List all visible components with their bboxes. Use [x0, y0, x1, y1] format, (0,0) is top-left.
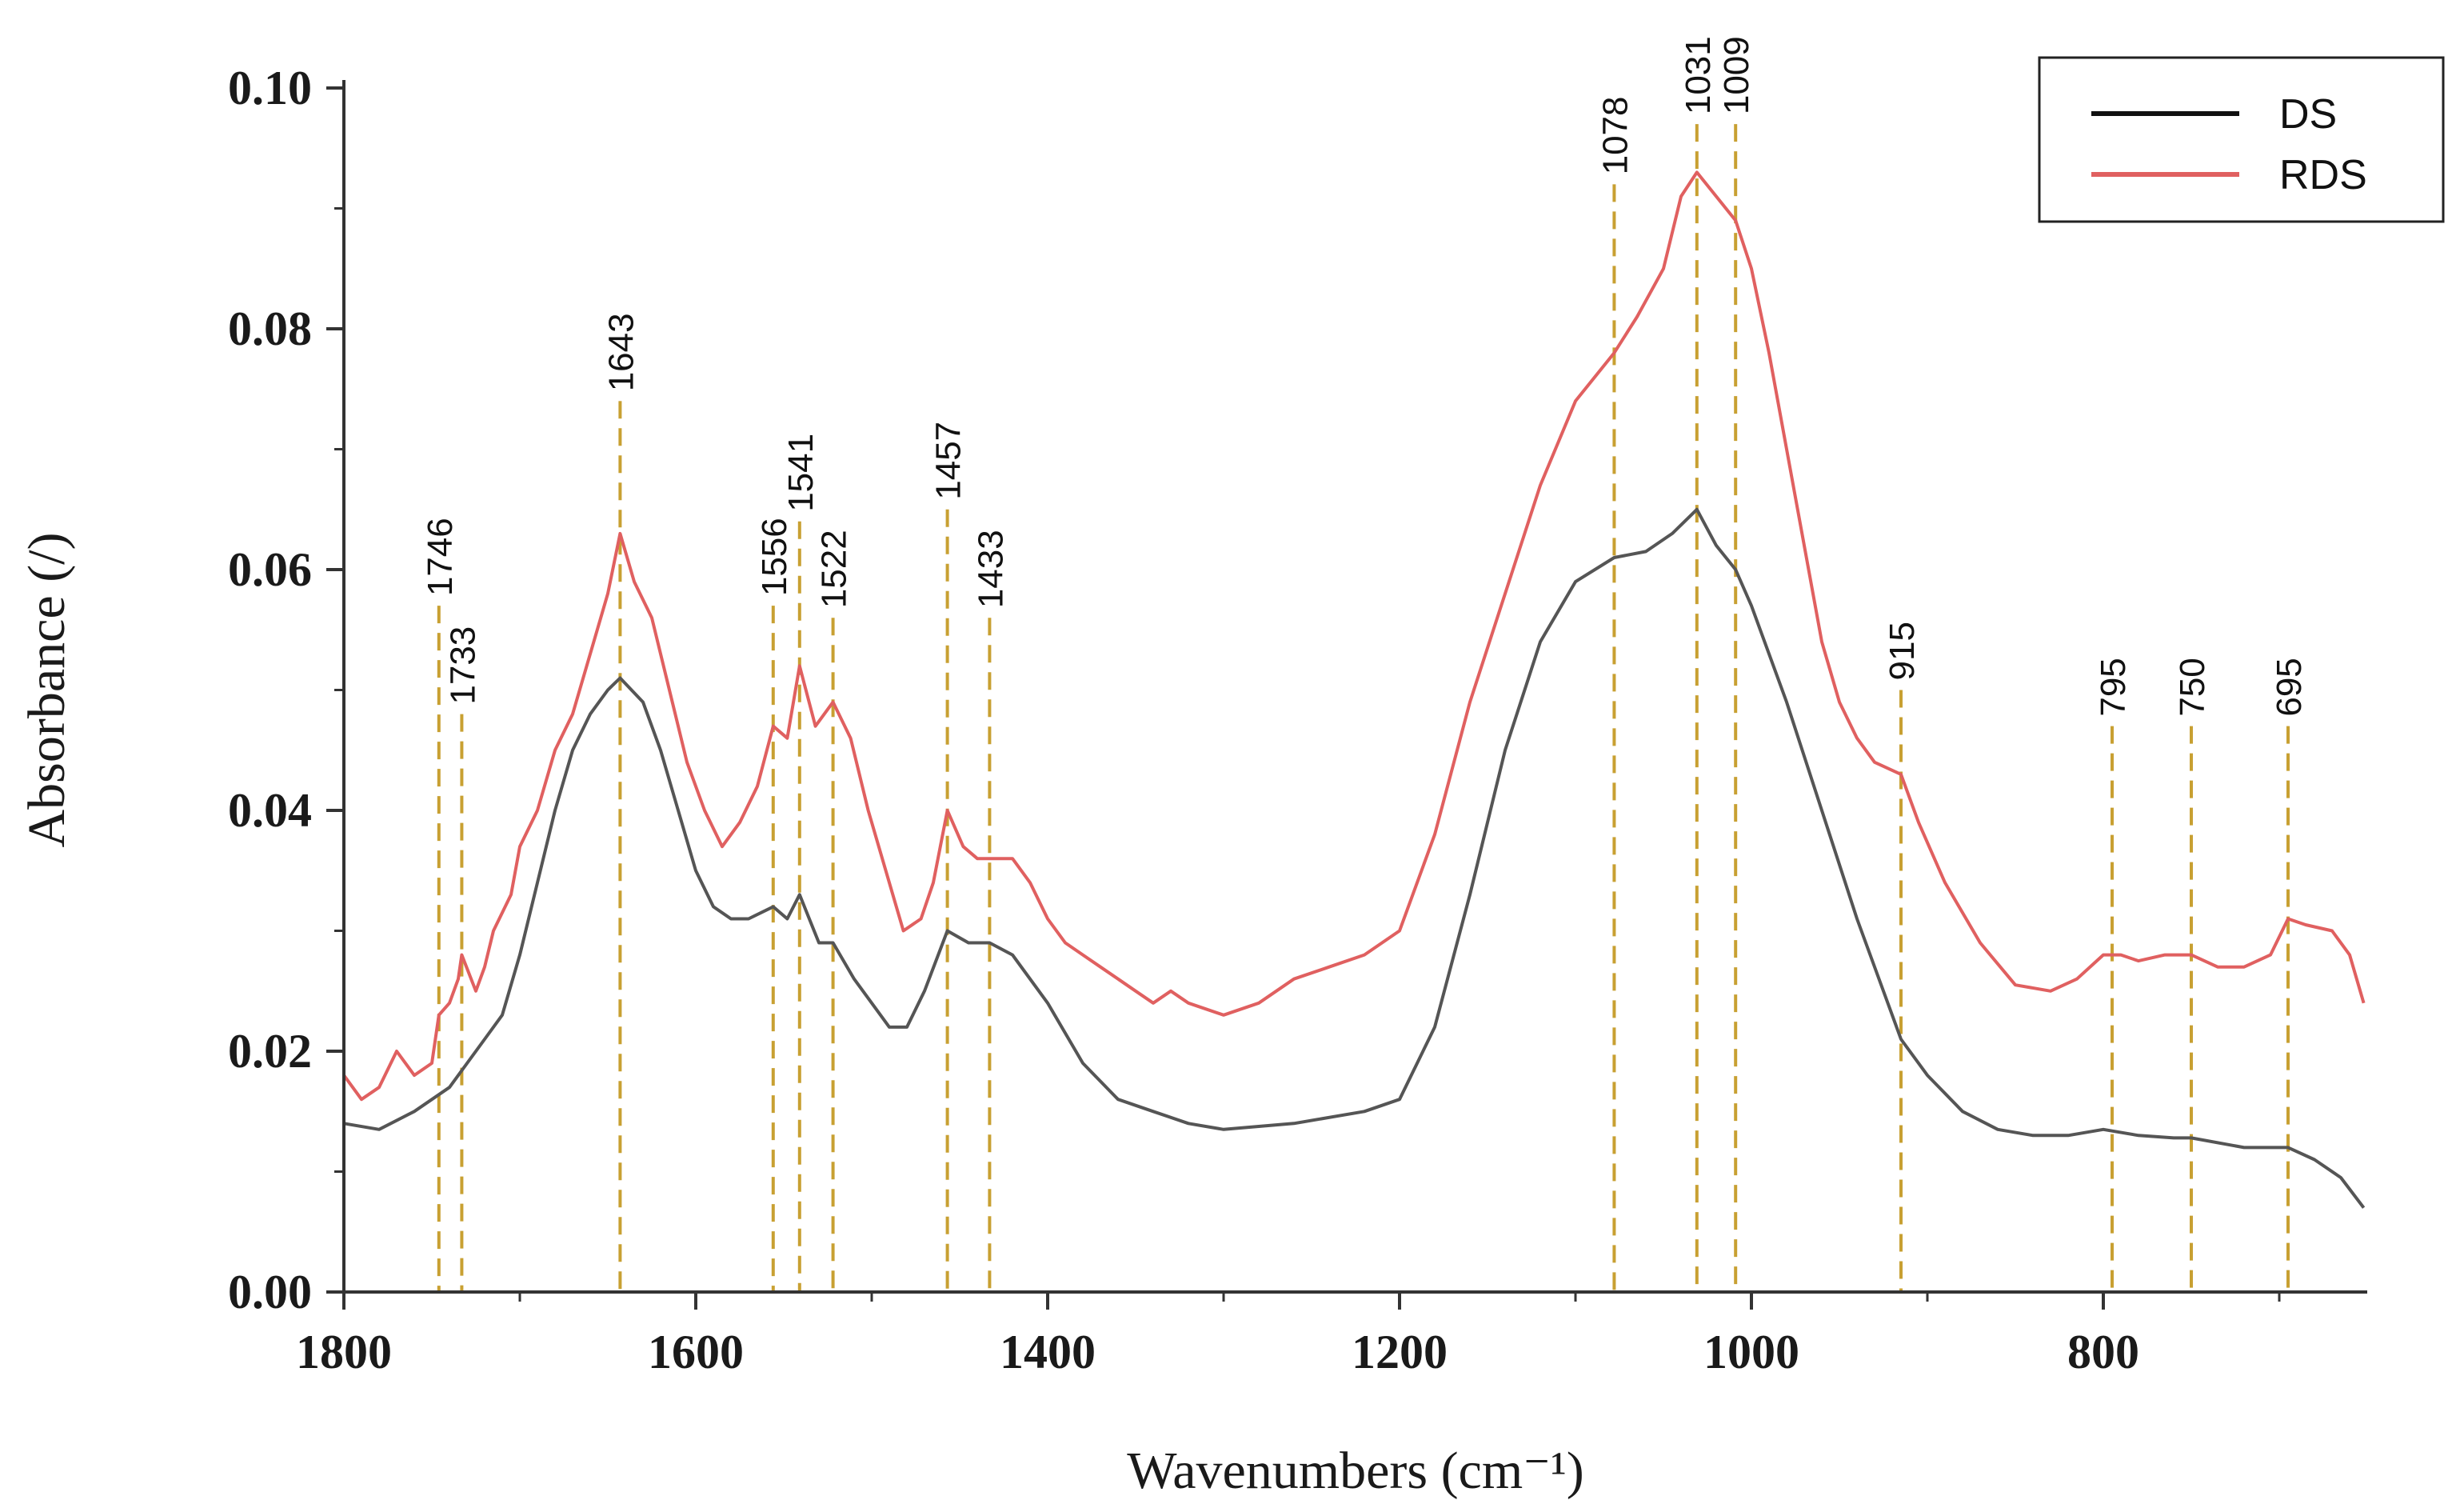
x-tick-label: 800 [2067, 1326, 2139, 1378]
y-tick-label: 0.02 [228, 1025, 312, 1078]
x-axis-label: Wavenumbers (cm⁻¹) [1127, 1442, 1584, 1500]
peak-label-750: 750 [2173, 658, 2212, 716]
x-tick-label: 1400 [1000, 1326, 1096, 1378]
y-tick-label: 0.10 [228, 62, 312, 114]
x-tick-label: 1600 [648, 1326, 744, 1378]
y-tick-label: 0.08 [228, 302, 312, 355]
peak-label-1078: 1078 [1595, 97, 1635, 175]
peak-label-1643: 1643 [601, 313, 641, 391]
peak-label-1433: 1433 [971, 530, 1010, 608]
peak-label-1009: 1009 [1717, 36, 1756, 114]
series-line-rds [342, 170, 2366, 1102]
peak-label-1522: 1522 [815, 530, 854, 608]
x-tick-label: 1000 [1703, 1326, 1799, 1378]
spectrum-series [342, 170, 2366, 1209]
y-tick-label: 0.06 [228, 543, 312, 596]
axes [342, 80, 2367, 1294]
axis-ticks: 0.00 0.02 0.04 0.06 0.08 0.10 1800 1600 1400 1200… [228, 62, 2281, 1378]
peak-label-1541: 1541 [781, 434, 821, 512]
peak-label-795: 795 [2094, 658, 2133, 716]
legend: DS RDS [2038, 56, 2445, 223]
peak-label-695: 695 [2270, 658, 2309, 716]
x-tick-label: 1800 [296, 1326, 392, 1378]
series-line-ds [343, 507, 2366, 1209]
legend-label-rds: RDS [2279, 152, 2367, 198]
legend-label-ds: DS [2279, 91, 2337, 138]
peak-label-1457: 1457 [929, 422, 968, 500]
peak-label-915: 915 [1883, 622, 1922, 680]
legend-box [2038, 56, 2445, 223]
peak-label-1031: 1031 [1679, 36, 1718, 114]
peak-label-1746: 1746 [421, 518, 460, 596]
peak-label-1556: 1556 [755, 518, 794, 596]
x-tick-label: 1200 [1352, 1326, 1448, 1378]
y-tick-label: 0.04 [228, 784, 312, 837]
y-axis-label: Absorbance (/) [18, 532, 76, 847]
y-tick-label: 0.00 [228, 1266, 312, 1318]
peak-label-1733: 1733 [443, 626, 482, 705]
